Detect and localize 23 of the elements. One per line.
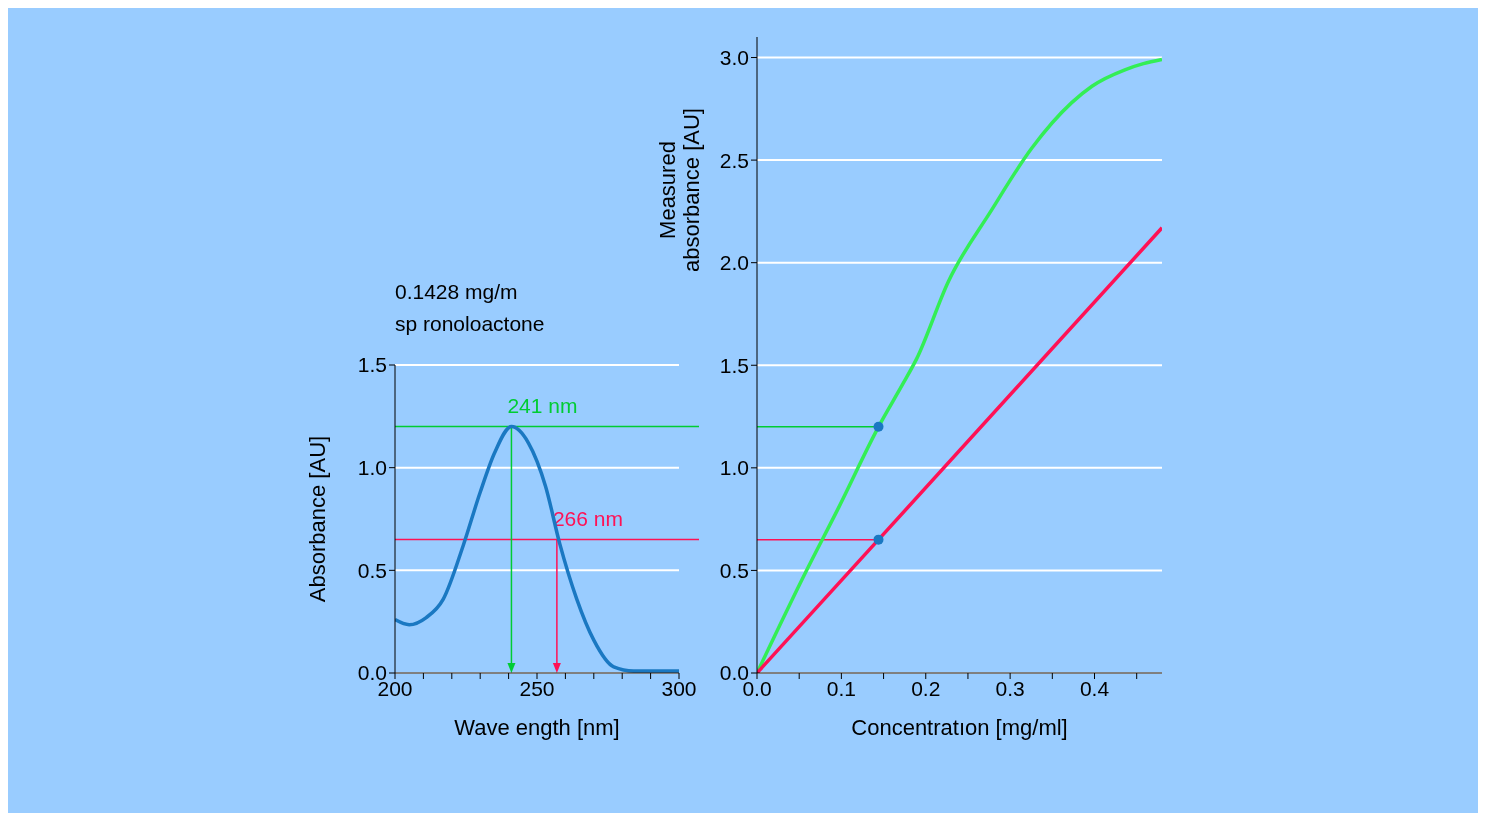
y-tick-label: 1.0 xyxy=(357,456,387,480)
ref-line-label: 266 nm xyxy=(552,506,623,530)
x-axis-title: Wave ength [nm] xyxy=(453,715,621,741)
y-tick-label: 1.5 xyxy=(719,353,749,377)
y-tick-label: 1.0 xyxy=(719,456,749,480)
chart-title: 0.1428 mg/m xyxy=(395,280,518,304)
x-tick-label: 0.4 xyxy=(1079,676,1110,700)
chart-subtitle: sp ronoloactone xyxy=(395,312,545,336)
y-tick-label: 0.5 xyxy=(357,558,387,582)
y-tick-label: 1.5 xyxy=(357,353,387,377)
y-tick-label: 3.0 xyxy=(719,45,749,69)
x-tick-label: 0.1 xyxy=(826,676,856,700)
y-tick-label: 2.5 xyxy=(719,148,749,172)
x-tick-label: 250 xyxy=(519,676,555,700)
x-tick-label: 0.3 xyxy=(995,676,1025,700)
ref-line-label: 241 nm xyxy=(507,393,578,417)
y-axis-title: Measured absorbance [AU] xyxy=(655,108,704,272)
y-tick-label: 2.0 xyxy=(719,251,749,275)
y-axis-title: Absorbance [AU] xyxy=(305,435,330,603)
x-axis-title: Concentratıon [mg/ml] xyxy=(850,715,1069,741)
x-tick-label: 0.2 xyxy=(911,676,941,700)
x-tick-label: 300 xyxy=(661,676,697,700)
y-tick-label: 0.5 xyxy=(719,558,749,582)
